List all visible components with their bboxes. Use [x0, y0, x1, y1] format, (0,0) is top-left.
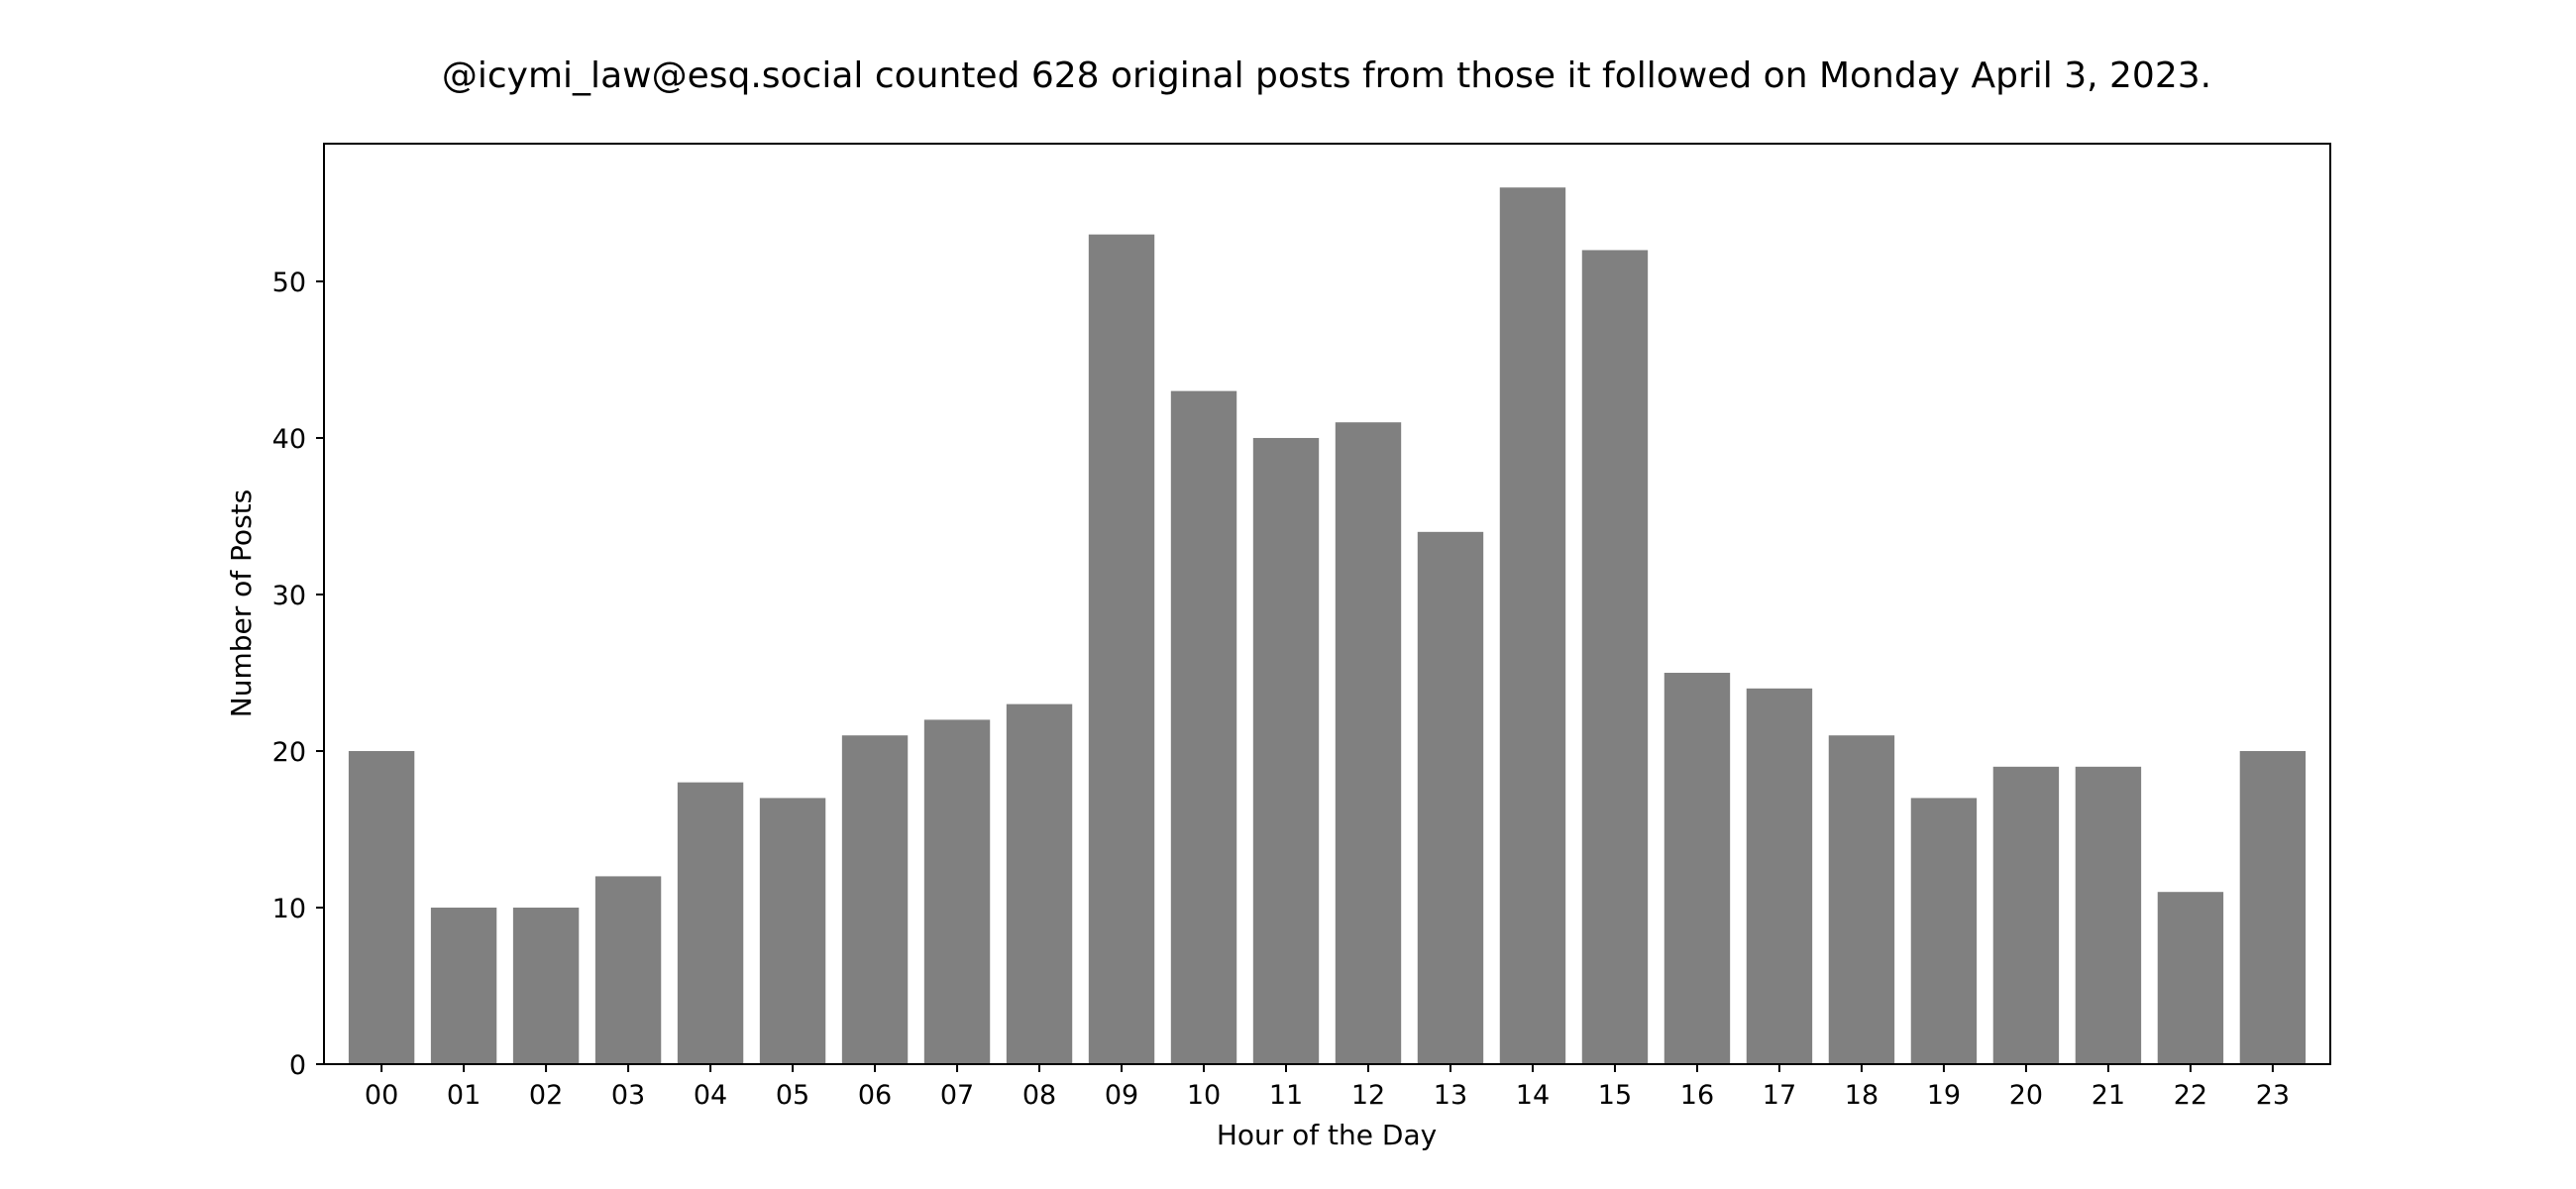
bar-hour-22 — [2157, 892, 2224, 1064]
x-tick-label: 15 — [1598, 1080, 1632, 1111]
x-tick-label: 16 — [1680, 1080, 1714, 1111]
x-tick-label: 04 — [694, 1080, 727, 1111]
x-tick-label: 22 — [2174, 1080, 2207, 1111]
x-tick-label: 05 — [776, 1080, 809, 1111]
y-tick-label: 0 — [289, 1050, 306, 1081]
y-tick-label: 20 — [272, 737, 306, 768]
x-tick-label: 01 — [447, 1080, 481, 1111]
x-tick-label: 18 — [1845, 1080, 1878, 1111]
bar-hour-11 — [1252, 438, 1320, 1064]
y-axis-ticks: 0 10 20 30 40 50 — [272, 268, 324, 1081]
bar-hour-08 — [1006, 703, 1073, 1064]
bar-hour-19 — [1910, 798, 1978, 1064]
x-tick-label: 10 — [1187, 1080, 1221, 1111]
x-tick-label: 20 — [2009, 1080, 2043, 1111]
x-tick-label: 19 — [1927, 1080, 1961, 1111]
y-axis-label: Number of Posts — [225, 489, 258, 717]
bar-hour-18 — [1828, 735, 1895, 1064]
bar-hour-07 — [923, 719, 991, 1064]
bar-hour-02 — [512, 908, 580, 1064]
y-tick-label: 30 — [272, 581, 306, 611]
x-tick-label: 02 — [529, 1080, 563, 1111]
y-tick-label: 50 — [272, 268, 306, 298]
y-tick-label: 40 — [272, 424, 306, 455]
bar-hour-12 — [1335, 422, 1402, 1065]
x-tick-label: 08 — [1022, 1080, 1056, 1111]
bar-hour-14 — [1499, 187, 1566, 1065]
plot-frame — [323, 143, 2331, 1065]
bar-hour-03 — [594, 876, 662, 1064]
chart-title: @icymi_law@esq.social counted 628 origin… — [442, 55, 2211, 96]
x-tick-label: 14 — [1516, 1080, 1550, 1111]
x-axis-ticks: 00 01 02 03 04 05 06 07 08 09 10 11 12 13 14 15 16 17 18 19… — [365, 1064, 2290, 1111]
bar-hour-17 — [1746, 688, 1813, 1064]
x-tick-label: 07 — [940, 1080, 974, 1111]
bar-hour-15 — [1581, 250, 1649, 1064]
y-tick-label: 10 — [272, 894, 306, 924]
x-tick-label: 11 — [1269, 1080, 1303, 1111]
bar-hour-09 — [1088, 234, 1155, 1064]
bar-hour-00 — [348, 751, 415, 1064]
bar-hour-05 — [759, 798, 826, 1064]
bar-hour-16 — [1664, 673, 1731, 1064]
x-tick-label: 21 — [2092, 1080, 2125, 1111]
x-axis-label: Hour of the Day — [1217, 1119, 1437, 1151]
bar-hour-06 — [841, 735, 909, 1064]
bar-hour-13 — [1417, 531, 1484, 1064]
bar-hour-01 — [430, 908, 497, 1064]
bar-hour-21 — [2075, 766, 2142, 1064]
x-tick-label: 09 — [1105, 1080, 1138, 1111]
bar-hour-20 — [1992, 766, 2060, 1064]
x-tick-label: 17 — [1763, 1080, 1796, 1111]
bars-group — [348, 187, 2307, 1065]
bar-hour-10 — [1170, 390, 1237, 1064]
x-tick-label: 12 — [1351, 1080, 1385, 1111]
x-tick-label: 00 — [365, 1080, 398, 1111]
x-tick-label: 13 — [1434, 1080, 1467, 1111]
x-tick-label: 23 — [2256, 1080, 2290, 1111]
x-tick-label: 06 — [858, 1080, 892, 1111]
bar-hour-23 — [2239, 751, 2307, 1064]
x-tick-label: 03 — [611, 1080, 645, 1111]
bar-hour-04 — [677, 782, 744, 1064]
